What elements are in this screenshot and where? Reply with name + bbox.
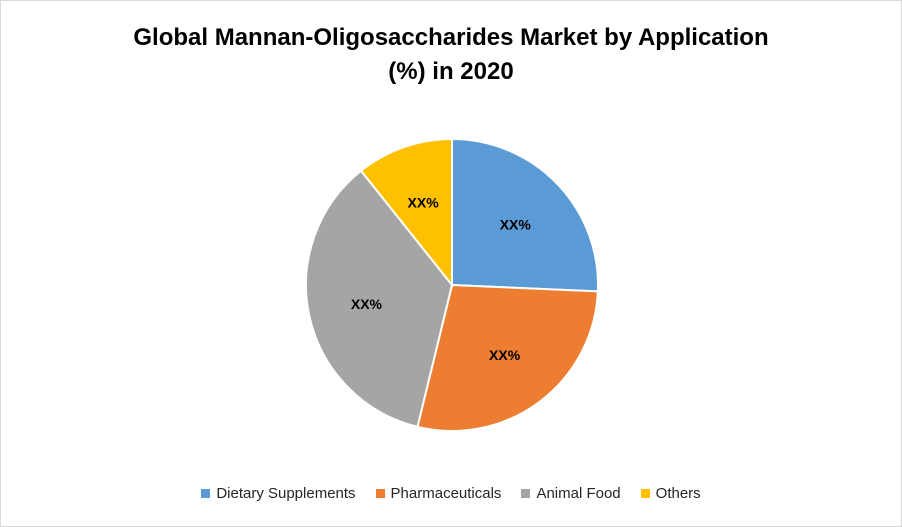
legend-label: Dietary Supplements (216, 485, 356, 502)
chart-title: Global Mannan-Oligosaccharides Market by… (1, 21, 901, 89)
legend-item-dietary-supplements: Dietary Supplements (201, 485, 356, 502)
legend-swatch (521, 489, 531, 498)
chart-title-line-2: (%) in 2020 (388, 58, 514, 85)
data-label-others: XX% (408, 194, 440, 210)
pie-slice-animal-food (305, 169, 454, 429)
legend-item-pharmaceuticals: Pharmaceuticals (375, 485, 502, 502)
data-label-dietary-supplements: XX% (500, 216, 532, 232)
data-label-animal-food: XX% (351, 296, 383, 312)
legend-label: Animal Food (536, 485, 621, 502)
pie-slice-others (359, 137, 453, 288)
legend-label: Others (655, 485, 701, 502)
legend-label: Pharmaceuticals (390, 485, 502, 502)
pie-slice-pharmaceuticals (416, 283, 599, 432)
legend-swatch (640, 489, 650, 498)
legend-item-animal-food: Animal Food (521, 485, 621, 502)
legend-swatch (201, 489, 211, 498)
chart-legend: Dietary Supplements Pharmaceuticals Animal… (1, 485, 901, 502)
pie-slice-dietary-supplements (451, 137, 599, 293)
data-label-pharmaceuticals: XX% (489, 347, 521, 363)
legend-item-others: Others (640, 485, 701, 502)
legend-swatch (375, 489, 385, 498)
chart-title-line-1: Global Mannan-Oligosaccharides Market by… (133, 24, 769, 51)
